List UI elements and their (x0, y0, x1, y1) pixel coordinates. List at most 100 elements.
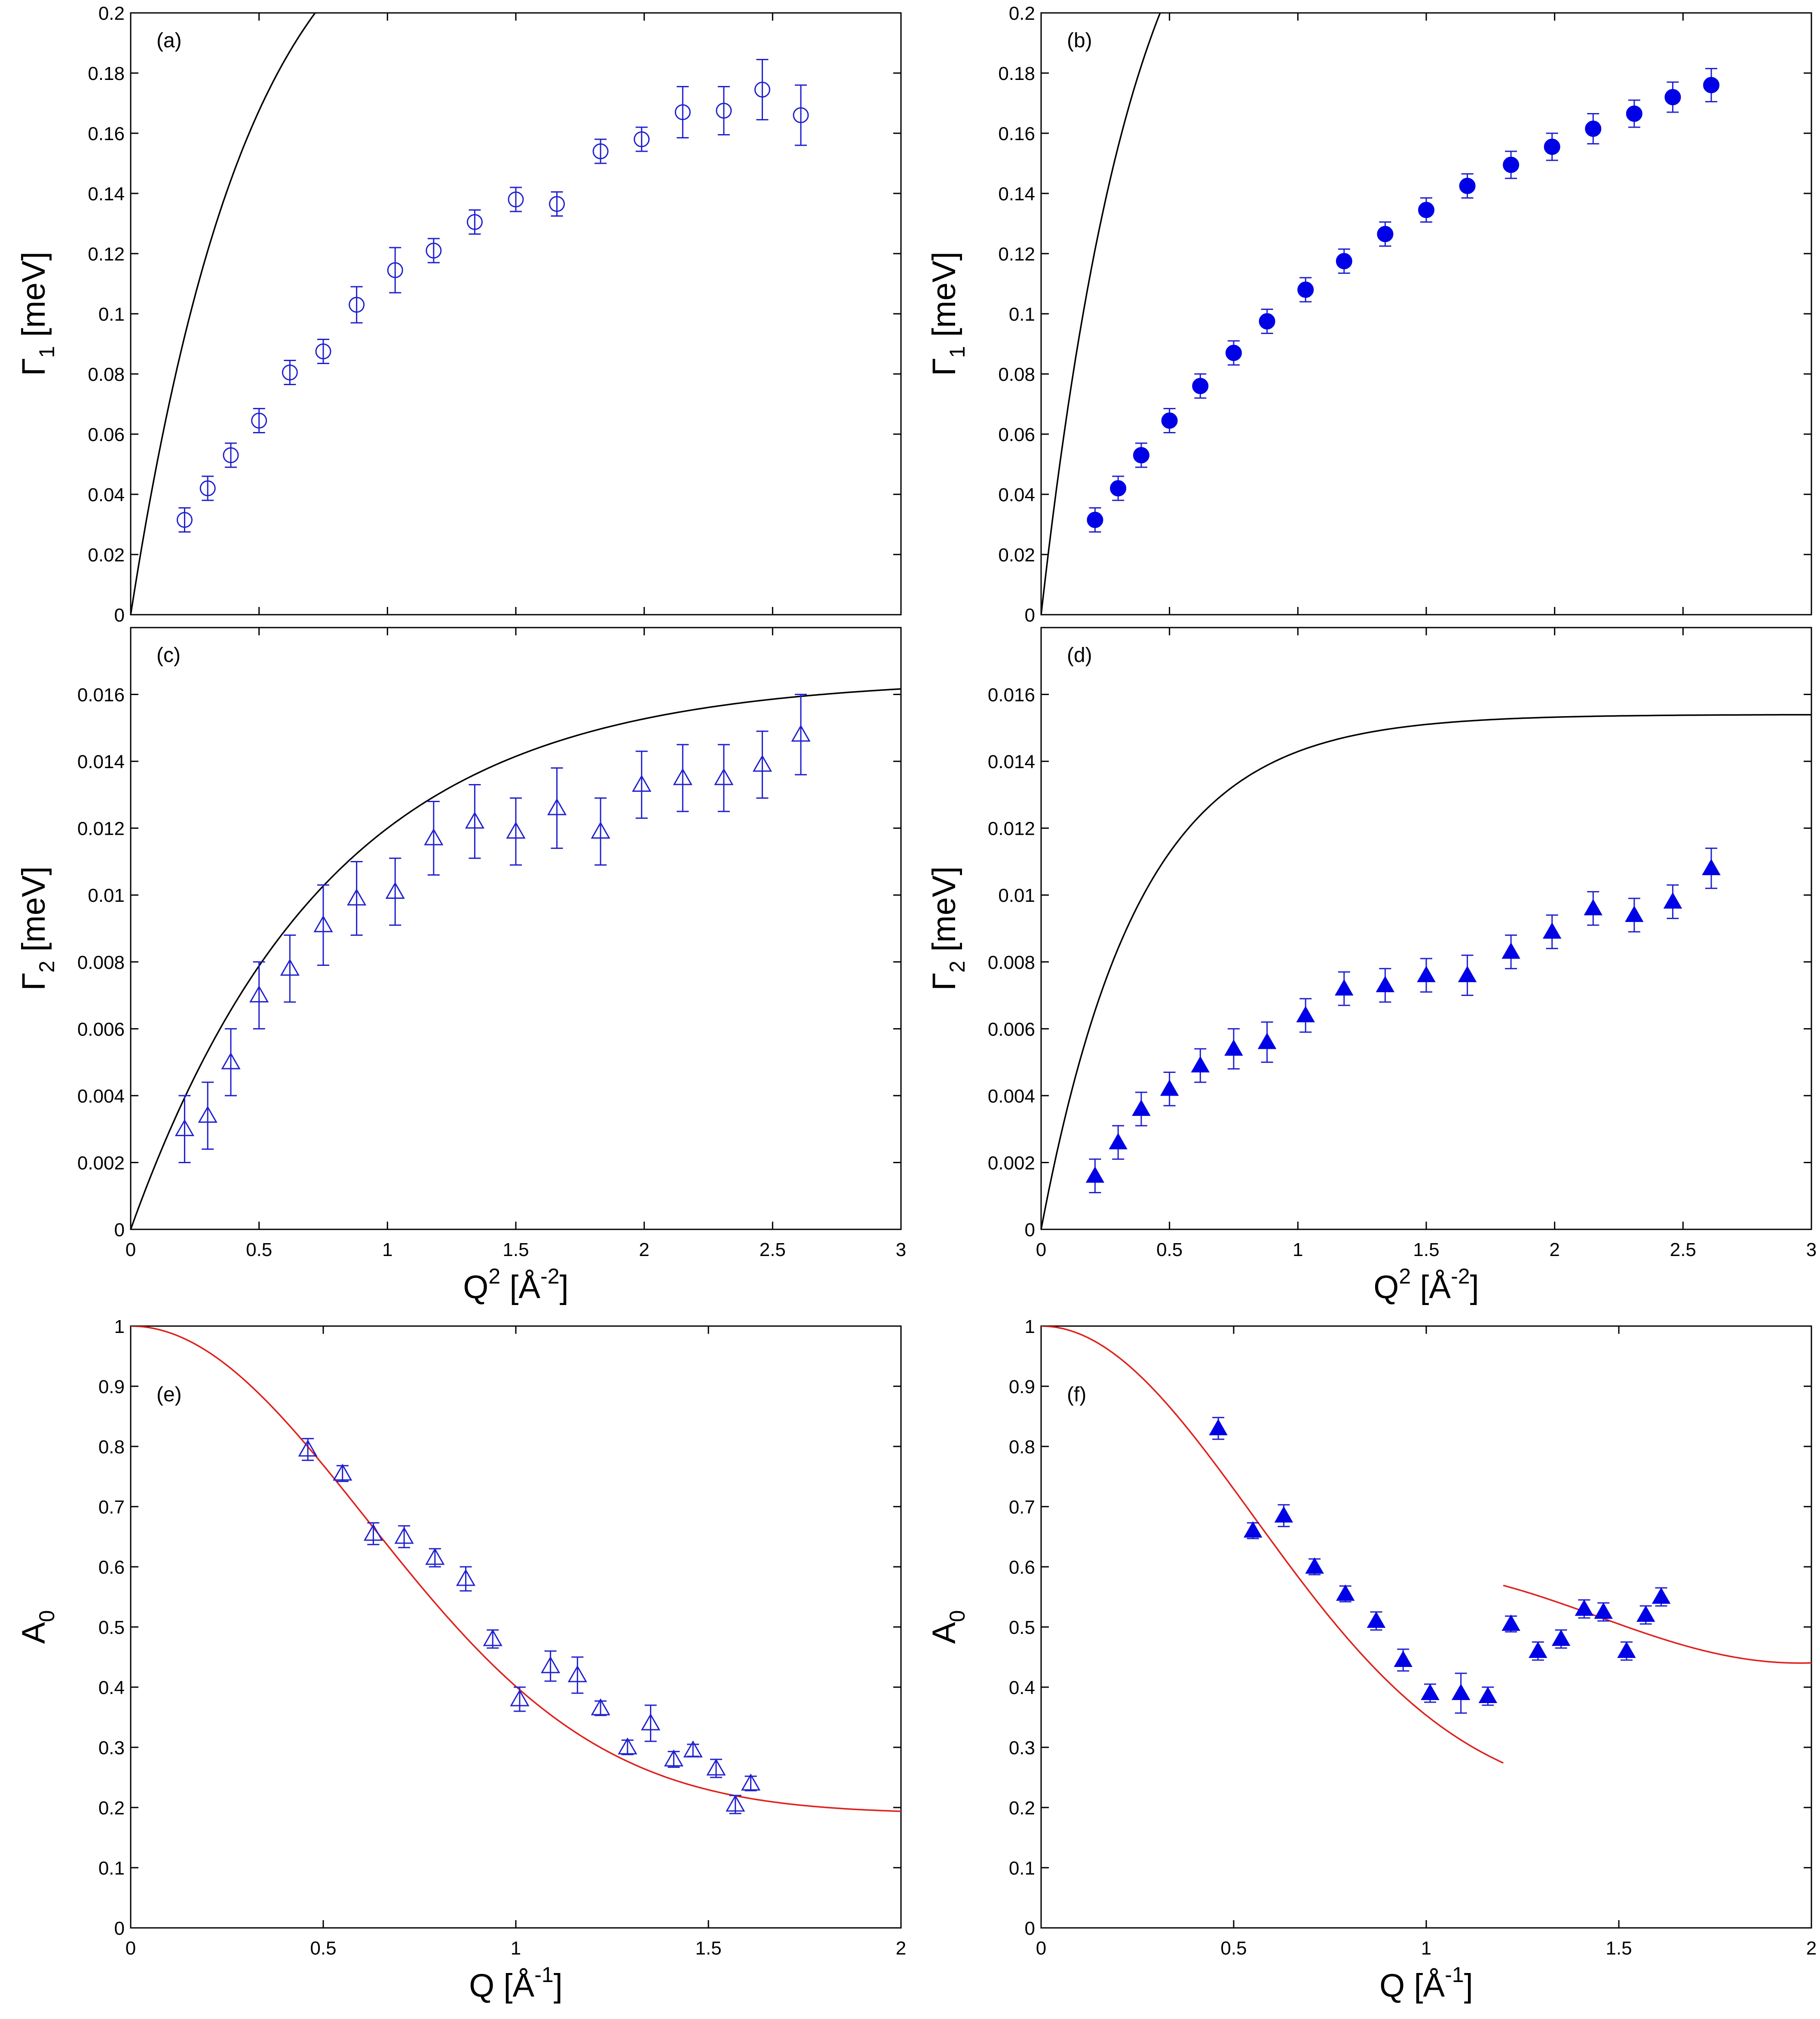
fit-curve (1503, 1584, 1811, 1664)
fit-curve (131, 1326, 901, 1812)
data-point (1594, 1602, 1613, 1619)
data-point (1226, 345, 1242, 361)
data-point (387, 262, 403, 278)
y-tick-label: 0 (114, 605, 125, 626)
data-point (456, 1569, 476, 1586)
data-point (1651, 1587, 1671, 1604)
data-point (1161, 412, 1178, 429)
data-point (1451, 1683, 1471, 1700)
data-point (706, 1758, 726, 1776)
y-tick-label: 0.1 (1009, 304, 1035, 325)
data-point (1501, 942, 1520, 959)
x-tick-label: 1 (1421, 1938, 1431, 1959)
data-point (221, 1052, 241, 1069)
plot-frame (130, 12, 902, 616)
data-point (251, 413, 267, 429)
y-tick-label: 0 (1025, 1918, 1035, 1939)
data-point (483, 1629, 502, 1646)
data-point (1417, 965, 1436, 982)
x-tick-label: 0.5 (1220, 1938, 1247, 1959)
data-point (1335, 979, 1354, 996)
panel-e: 0 0.5 1 1.5 2 0 0.1 0.2 0.3 0.4 0.5 0.6 0.7 0.8 0.9 1 (e… (15, 1316, 906, 2004)
data-point (1478, 1686, 1498, 1703)
data-point (349, 297, 365, 313)
x-tick-label: 0.5 (310, 1938, 336, 1959)
panel-d: 0 0.5 1 1.5 2 2.5 3 0 0.002 0.004 0.006 0.008 0.01 0.… (926, 627, 1817, 1305)
data-point (175, 1119, 195, 1137)
data-point (426, 242, 442, 259)
panel-label: (e) (156, 1383, 182, 1406)
y-tick-label: 0.16 (998, 123, 1035, 144)
y-tick-label: 0.014 (77, 751, 125, 772)
data-point (223, 447, 239, 463)
data-point (1377, 226, 1394, 242)
y-tick-label: 0.18 (998, 63, 1035, 84)
data-point (315, 343, 331, 359)
data-point (1132, 1099, 1151, 1116)
y-axis-label: Γ2 [meV] (926, 866, 969, 990)
y-tick-label: 0.14 (88, 184, 125, 205)
data-point (1085, 1166, 1105, 1183)
data-point (1501, 1614, 1520, 1631)
y-tick-label: 0.1 (1009, 1858, 1035, 1879)
y-tick-label: 0.14 (998, 184, 1035, 205)
data-point (363, 1523, 383, 1541)
data-point (313, 915, 333, 932)
data-point (673, 768, 692, 785)
panel-a: 0 0.02 0.04 0.06 0.08 0.1 0.12 0.14 0.16 0.18 0.2 (… (15, 3, 902, 626)
panel-b: 0 0.02 0.04 0.06 0.08 0.1 0.12 0.14 0.16 0.18 0.2 (… (926, 3, 1812, 626)
y-tick-label: 0.1 (98, 304, 125, 325)
data-point (249, 985, 269, 1003)
data-point (591, 821, 610, 839)
data-point (1296, 1006, 1315, 1023)
x-tick-label: 0.5 (1156, 1239, 1183, 1260)
y-tick-label: 0.01 (88, 885, 125, 906)
y-tick-label: 0.3 (98, 1737, 125, 1759)
data-point (714, 768, 734, 785)
panel-c: 0 0.5 1 1.5 2 2.5 3 0 0.002 0.004 0.006 0.008 0.01 0.… (15, 627, 906, 1305)
data-point (1191, 1056, 1210, 1072)
y-tick-label: 0.02 (998, 545, 1035, 566)
y-tick-label: 0.2 (1009, 1798, 1035, 1819)
y-tick-label: 0.3 (1009, 1737, 1035, 1759)
data-point (754, 82, 770, 98)
data-point (618, 1737, 637, 1755)
y-tick-label: 0.004 (77, 1086, 125, 1107)
x-tick-label: 0 (126, 1239, 136, 1260)
data-point (1418, 202, 1434, 218)
x-tick-label: 1.5 (1413, 1239, 1439, 1260)
data-point (1584, 899, 1602, 916)
x-tick-label: 0 (1036, 1239, 1046, 1260)
x-tick-label: 1 (1293, 1239, 1303, 1260)
panel-label: (a) (156, 29, 182, 52)
data-point (1617, 1641, 1636, 1658)
y-tick-label: 0.02 (88, 545, 125, 566)
x-tick-label: 2.5 (1670, 1239, 1696, 1260)
y-tick-label: 0.004 (988, 1086, 1035, 1107)
y-tick-label: 0.18 (88, 63, 125, 84)
data-point (465, 812, 485, 829)
x-tick-label: 1 (511, 1938, 521, 1959)
y-tick-label: 0.002 (988, 1152, 1035, 1173)
x-tick-label: 2.5 (760, 1239, 786, 1260)
data-point (1160, 1079, 1179, 1096)
y-tick-label: 0.016 (77, 685, 125, 706)
y-axis-label: Γ2 [meV] (15, 866, 59, 990)
data-point (1503, 156, 1520, 173)
y-tick-label: 0.04 (88, 484, 125, 506)
data-point (791, 724, 811, 742)
y-axis-label: Γ1 [meV] (15, 251, 59, 376)
x-tick-label: 0 (126, 1938, 136, 1959)
x-tick-label: 2 (1549, 1239, 1560, 1260)
y-tick-label: 0.9 (1009, 1376, 1035, 1397)
data-point (1133, 447, 1149, 463)
data-point (1626, 105, 1642, 122)
data-point (394, 1526, 414, 1544)
x-tick-label: 1.5 (1606, 1938, 1632, 1959)
panel-f: 0 0.5 1 1.5 2 0 0.1 0.2 0.3 0.4 0.5 0.6 0.7 0.8 0.9 1 (f… (926, 1316, 1817, 2004)
fit-curve (131, 13, 316, 615)
x-axis-label: Q [Å-1] (469, 1963, 563, 2004)
data-point (1542, 922, 1562, 939)
data-point (298, 1439, 318, 1457)
data-point (547, 798, 567, 815)
